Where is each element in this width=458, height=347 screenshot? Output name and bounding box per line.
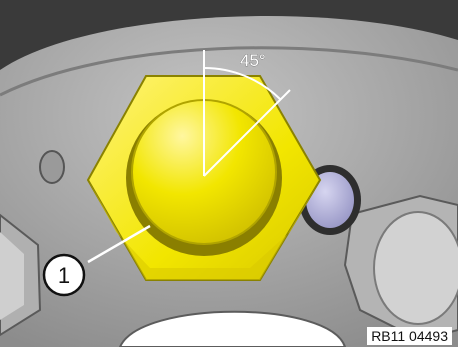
left-bolt-face <box>0 232 24 320</box>
sensor-disc <box>306 172 354 228</box>
reference-code: RB11 04493 <box>367 327 452 345</box>
callout-leader-line <box>87 224 151 264</box>
angle-rotated-line <box>203 89 291 177</box>
mounting-hole <box>39 150 65 184</box>
angle-label: 45° <box>240 51 266 70</box>
bottom-opening <box>118 310 347 347</box>
housing-ridge <box>0 46 458 97</box>
callout-number: 1 <box>58 263 70 288</box>
callout-circle <box>42 253 86 297</box>
angle-arc <box>203 66 281 100</box>
right-bolt-face <box>373 211 458 325</box>
